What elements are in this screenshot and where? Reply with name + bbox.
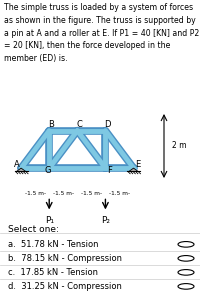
Circle shape <box>178 241 194 247</box>
Text: The simple truss is loaded by a system of forces
as shown in the figure. The tru: The simple truss is loaded by a system o… <box>4 3 199 63</box>
Text: E: E <box>135 160 141 168</box>
Text: -1.5 m-: -1.5 m- <box>109 191 130 196</box>
Polygon shape <box>129 168 138 171</box>
Text: G: G <box>45 166 51 175</box>
Text: C: C <box>76 120 82 129</box>
Circle shape <box>178 270 194 275</box>
Text: A: A <box>14 160 20 168</box>
Text: -1.5 m-: -1.5 m- <box>25 191 46 196</box>
Text: 2 m: 2 m <box>172 142 186 150</box>
Text: a.  51.78 kN - Tension: a. 51.78 kN - Tension <box>8 240 98 249</box>
Text: B: B <box>48 120 54 129</box>
Text: F: F <box>107 166 112 175</box>
Text: -1.5 m-: -1.5 m- <box>81 191 102 196</box>
Text: d.  31.25 kN - Compression: d. 31.25 kN - Compression <box>8 282 122 291</box>
Text: -1.5 m-: -1.5 m- <box>53 191 74 196</box>
Text: b.  78.15 kN - Compression: b. 78.15 kN - Compression <box>8 254 122 263</box>
Polygon shape <box>16 168 26 171</box>
Text: Select one:: Select one: <box>8 225 59 234</box>
Text: c.  17.85 kN - Tension: c. 17.85 kN - Tension <box>8 268 98 277</box>
Text: D: D <box>104 120 111 129</box>
Circle shape <box>178 284 194 289</box>
Circle shape <box>178 256 194 261</box>
Text: P₂: P₂ <box>101 216 110 225</box>
Text: P₁: P₁ <box>45 216 54 225</box>
